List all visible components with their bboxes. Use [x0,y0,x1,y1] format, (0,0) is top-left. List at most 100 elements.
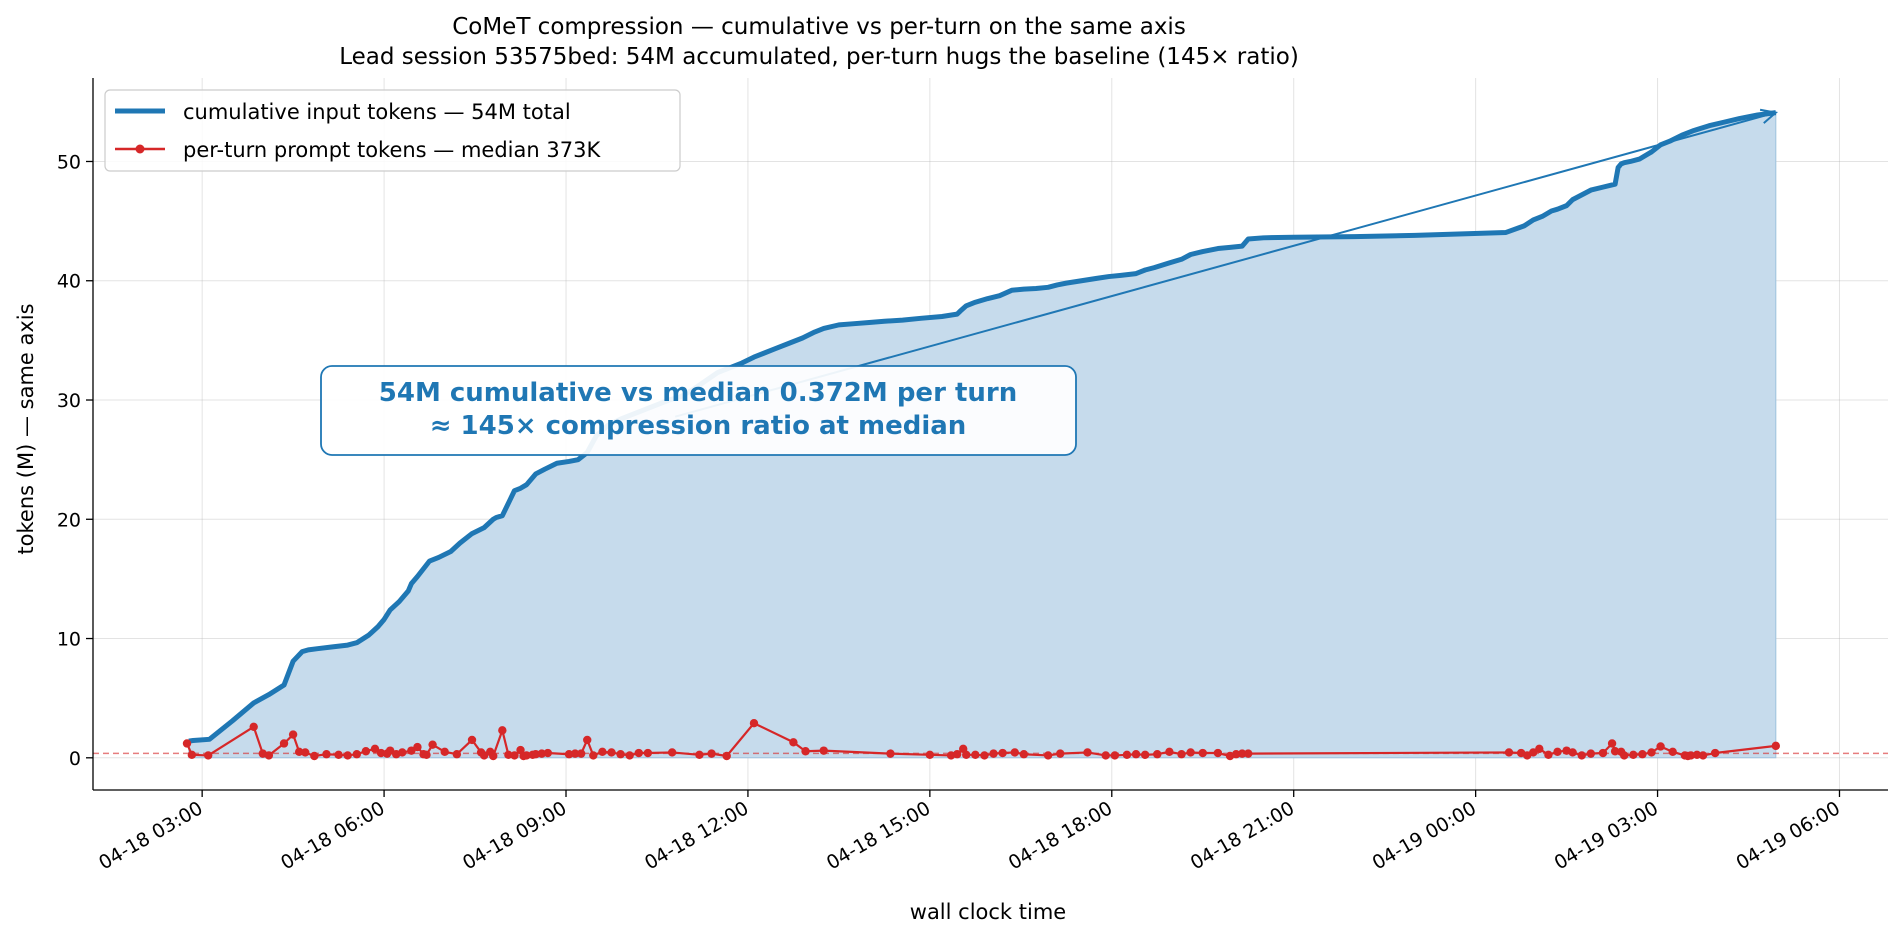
per-turn-point [1010,748,1019,757]
per-turn-point [564,750,574,759]
per-turn-point [1529,748,1538,757]
per-turn-point [1244,749,1253,758]
per-turn-point [952,750,962,759]
per-turn-point [1598,748,1608,758]
per-turn-point [264,751,274,760]
per-turn-point [1710,748,1720,758]
annotation-box [320,365,1077,456]
per-turn-point [385,746,395,755]
legend-label-per-turn: per-turn prompt tokens — median 373K [183,138,601,162]
annotation-line-1: 54M cumulative vs median 0.372M per turn [379,378,1017,408]
per-turn-point [310,751,319,761]
per-turn-point [1213,748,1223,758]
per-turn-point [1198,748,1207,758]
per-turn-point [1504,748,1514,757]
per-turn-point [607,748,616,757]
per-turn-point [583,735,592,745]
per-turn-point [1110,751,1120,760]
cumulative-line [188,110,1777,744]
per-turn-point [422,750,431,760]
per-turn-point [801,747,810,756]
per-turn-point [522,751,531,760]
per-turn-point [413,742,422,752]
per-turn-point [643,748,653,758]
y-tick-label: 30 [57,390,81,412]
per-turn-point [1607,739,1617,748]
per-turn-point [1586,749,1596,758]
per-turn-point [971,750,980,760]
per-turn-point [1535,744,1544,754]
per-turn-point [1177,750,1186,759]
per-turn-point [1698,751,1708,760]
y-tick-label: 20 [57,509,81,531]
per-turn-point [467,735,477,745]
per-turn-point [749,719,759,728]
per-turn-point [322,750,331,759]
series-lines [182,110,1781,761]
legend-frame [104,89,681,172]
per-turn-point [1231,750,1241,759]
per-turn-point [1101,751,1110,760]
per-turn-point [1568,748,1577,757]
annotation-arrowhead [1759,108,1779,124]
per-turn-point [707,749,716,758]
per-turn-point [886,749,895,758]
per-turn-point [1019,750,1029,759]
per-turn-point [1056,749,1065,758]
per-turn-point [1610,747,1620,756]
per-turn-point [1647,748,1656,757]
per-turn-point [925,750,935,760]
per-turn-point [370,744,380,754]
per-turn-point [301,748,310,757]
x-axis-label: wall clock time [910,900,1066,924]
per-turn-point [589,751,598,760]
y-axis-label: tokens (M) — same axis [14,303,38,554]
per-turn-point [1668,747,1677,757]
per-turn-point [1692,750,1702,760]
per-turn-point [634,748,643,758]
per-turn-point [616,750,625,759]
per-turn-point [819,746,828,755]
per-turn-point [1043,751,1053,760]
per-turn-point [498,726,507,735]
per-turn-point [334,750,343,760]
legend-marker-per-turn [135,144,145,154]
y-tick-label: 10 [57,629,81,651]
y-tick-label: 50 [57,151,81,173]
per-turn-point [1083,748,1092,757]
annotation-line-2: ≈ 145× compression ratio at median [430,411,967,441]
per-turn-point [187,750,197,760]
per-turn-point [1686,751,1696,760]
y-tick-label: 0 [69,748,81,770]
per-turn-point [1656,742,1665,751]
axes [92,78,1888,791]
per-turn-point [352,750,361,759]
per-turn-point [1131,750,1141,759]
per-turn-point [722,751,731,761]
per-turn-point [440,747,449,757]
per-turn-point [249,722,258,731]
per-turn-point [537,749,546,758]
per-turn-point [1186,748,1195,757]
per-turn-point [204,751,213,760]
per-turn-point [1153,750,1162,759]
per-turn-point [479,751,489,760]
per-turn-point [504,750,513,760]
per-turn-point [1553,747,1562,757]
chart-title: CoMeT compression — cumulative vs per-tu… [452,14,1186,40]
per-turn-point [1544,750,1553,760]
per-turn-point [1629,750,1638,760]
per-turn-point [398,748,407,757]
per-turn-point [294,747,304,757]
per-turn-point [1577,751,1586,760]
per-turn-point [376,748,386,758]
per-turn-point [279,739,289,748]
per-turn-point [543,748,553,758]
per-turn-point [531,750,540,759]
per-turn-point [1165,747,1174,757]
legend: cumulative input tokens — 54M total per-… [104,89,681,172]
per-turn-point [1122,750,1132,760]
per-turn-point [452,750,462,759]
chart-subtitle: Lead session 53575bed: 54M accumulated, … [339,44,1299,70]
